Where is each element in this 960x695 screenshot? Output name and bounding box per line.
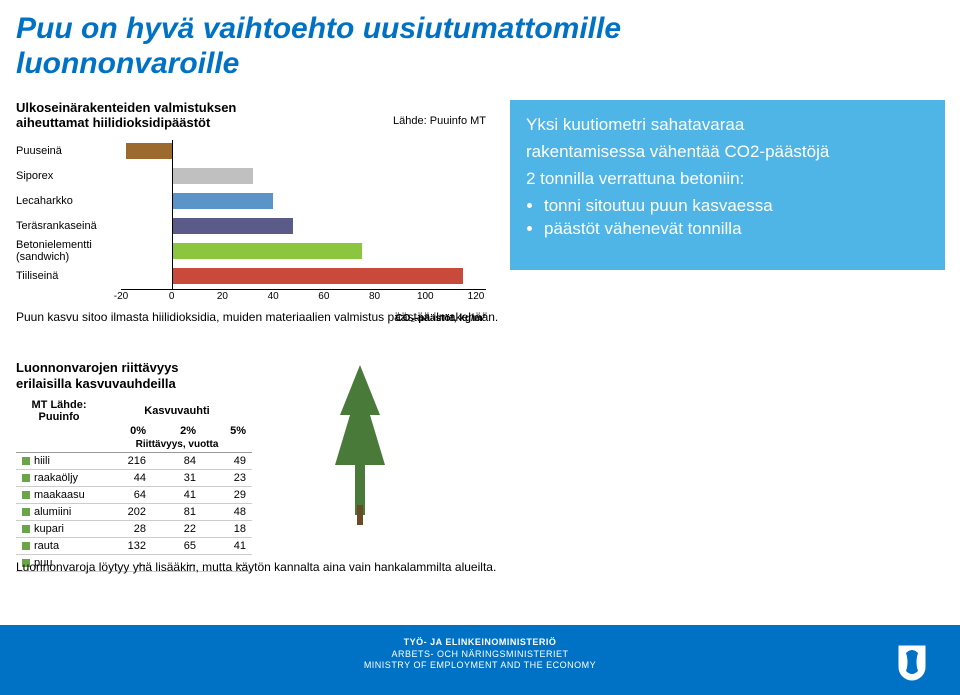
table-row: alumiini2028148 — [16, 504, 252, 521]
row-label: kupari — [16, 521, 102, 538]
info-line-1: Yksi kuutiometri sahatavaraa — [526, 114, 929, 137]
bar-row: Tiiliseinä — [16, 265, 486, 287]
table-cell: 65 — [152, 538, 202, 555]
info-bullet-1: tonni sitoutuu puun kasvaessa — [544, 195, 929, 218]
table-cell: 29 — [202, 487, 252, 504]
chart2-source: MT Lähde: Puuinfo — [16, 397, 102, 423]
chart1-heading-1: Ulkoseinärakenteiden valmistuksen — [16, 100, 236, 115]
chart2-heading-2: erilaisilla kasvuvauhdeilla — [16, 376, 176, 391]
resources-data-table: MT Lähde: Puuinfo Kasvuvauhti 0%2%5% Rii… — [16, 397, 252, 572]
footer-line-1: TYÖ- JA ELINKEINOMINISTERIÖ — [0, 637, 960, 649]
bar-label: Tiiliseinä — [16, 270, 121, 282]
table-cell: 31 — [152, 470, 202, 487]
table-cell: 44 — [102, 470, 152, 487]
col-head-sub: Riittävyys, vuotta — [102, 439, 252, 453]
table-cell: 202 — [102, 504, 152, 521]
col-header: 2% — [152, 423, 202, 439]
axis-tick: 80 — [369, 291, 380, 302]
bar-row: Puuseinä — [16, 140, 486, 162]
table-cell: 132 — [102, 538, 152, 555]
title-line-1: Puu on hyvä vaihtoehto uusiutumattomille — [16, 12, 621, 45]
table-cell: 28 — [102, 521, 152, 538]
caption-2: Luonnonvaroja löytyy yhä lisääkin, mutta… — [16, 560, 496, 574]
table-cell: 64 — [102, 487, 152, 504]
col-header: 5% — [202, 423, 252, 439]
chart2-heading-1: Luonnonvarojen riittävyys — [16, 360, 179, 375]
row-label: rauta — [16, 538, 102, 555]
axis-tick: 0 — [169, 291, 175, 302]
bar-label: Siporex — [16, 170, 121, 182]
axis-tick: -20 — [114, 291, 128, 302]
table-cell: 41 — [152, 487, 202, 504]
table-cell: 23 — [202, 470, 252, 487]
chart1-source: Lähde: Puuinfo MT — [393, 115, 486, 127]
table-row: raakaöljy443123 — [16, 470, 252, 487]
axis-tick: 60 — [318, 291, 329, 302]
table-row: maakaasu644129 — [16, 487, 252, 504]
bar-row: Betonielementti(sandwich) — [16, 240, 486, 262]
ministry-footer: TYÖ- JA ELINKEINOMINISTERIÖ ARBETS- OCH … — [0, 625, 960, 695]
chart1-heading-2: aiheuttamat hiilidioksidipäästöt — [16, 115, 210, 130]
bar-label: Puuseinä — [16, 145, 121, 157]
table-cell: 18 — [202, 521, 252, 538]
table-row: kupari282218 — [16, 521, 252, 538]
caption-1: Puun kasvu sitoo ilmasta hiilidioksidia,… — [16, 310, 498, 324]
title-line-2: luonnonvaroille — [16, 47, 239, 80]
info-line-3: 2 tonnilla verrattuna betoniin: — [526, 168, 929, 191]
info-box: Yksi kuutiometri sahatavaraa rakentamise… — [510, 100, 945, 270]
table-cell: 216 — [102, 453, 152, 470]
axis-tick: 100 — [417, 291, 434, 302]
bar-row: Siporex — [16, 165, 486, 187]
page-title: Puu on hyvä vaihtoehto uusiutumattomille… — [0, 0, 960, 81]
info-bullet-2: päästöt vähenevät tonnilla — [544, 218, 929, 241]
crest-icon — [894, 641, 930, 685]
col-header: 0% — [102, 423, 152, 439]
chart1-heading: Ulkoseinärakenteiden valmistuksen aiheut… — [16, 100, 486, 130]
table-row: rauta1326541 — [16, 538, 252, 555]
bar-rows: Puuseinä Siporex Lecaharkko Teräsrankaseinä… — [16, 140, 486, 287]
bar-row: Teräsrankaseinä — [16, 215, 486, 237]
table-row: hiili2168449 — [16, 453, 252, 470]
bar-label: Betonielementti(sandwich) — [16, 239, 121, 263]
co2-bar-chart: Ulkoseinärakenteiden valmistuksen aiheut… — [16, 100, 486, 324]
row-label: alumiini — [16, 504, 102, 521]
table-cell: 84 — [152, 453, 202, 470]
bar-row: Lecaharkko — [16, 190, 486, 212]
table-cell: 48 — [202, 504, 252, 521]
axis-tick: 40 — [268, 291, 279, 302]
table-cell: 22 — [152, 521, 202, 538]
table-cell: 41 — [202, 538, 252, 555]
x-axis: -20020406080100120 — [121, 291, 486, 311]
col-head-top: Kasvuvauhti — [102, 397, 252, 423]
tree-icon — [330, 365, 390, 525]
table-cell: 49 — [202, 453, 252, 470]
bar-label: Lecaharkko — [16, 195, 121, 207]
footer-line-2: ARBETS- OCH NÄRINGSMINISTERIET — [0, 649, 960, 661]
footer-line-3: MINISTRY OF EMPLOYMENT AND THE ECONOMY — [0, 660, 960, 672]
table-cell: 81 — [152, 504, 202, 521]
axis-tick: 20 — [217, 291, 228, 302]
info-line-2: rakentamisessa vähentää CO2-päästöjä — [526, 141, 929, 164]
row-label: hiili — [16, 453, 102, 470]
bar-label: Teräsrankaseinä — [16, 220, 121, 232]
row-label: raakaöljy — [16, 470, 102, 487]
row-label: maakaasu — [16, 487, 102, 504]
axis-tick: 120 — [468, 291, 485, 302]
